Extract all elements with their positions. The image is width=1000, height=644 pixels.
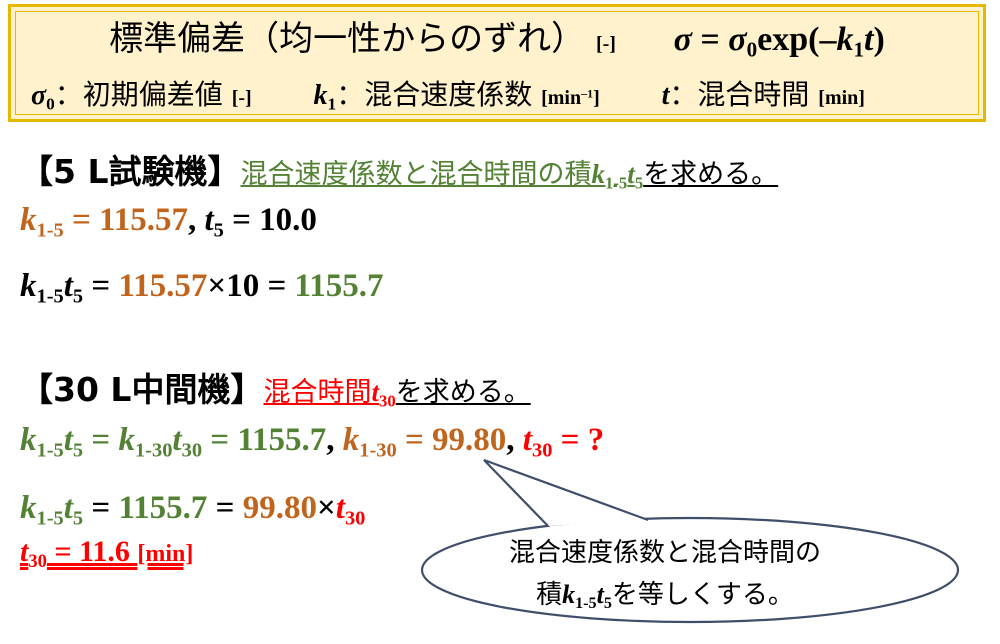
section-30l-task: 混合時間t30 <box>263 377 396 411</box>
definition-box-inner-border <box>15 11 979 115</box>
eq-30l-relation: k1-5t5 = k1-30t30 = 1155.7, k1-30 = 99.8… <box>20 422 605 462</box>
header-definitions: σ0：初期偏差値 [-] k1：混合速度係数 [min–1] t：混合時間 [m… <box>31 75 865 122</box>
section-5l-title: 【5 L試験機】 <box>20 152 241 191</box>
callout-bubble <box>420 458 960 624</box>
section-30l-heading: 【30 L中間機】混合時間t30を求める。 <box>20 370 531 421</box>
definition-box: 標準偏差（均一性からのずれ） [-] σ = σ0exp(–k1t) σ0：初期… <box>8 4 986 122</box>
eq-5l-values: k1-5 = 115.57, t5 = 10.0 <box>20 202 317 242</box>
header-title: 標準偏差（均一性からのずれ） <box>109 19 586 59</box>
callout-line-1: 混合速度係数と混合時間の <box>508 538 821 568</box>
def-sigma0: σ0：初期偏差値 [-] <box>31 77 252 114</box>
header-title-line: 標準偏差（均一性からのずれ） [-] σ = σ0exp(–k1t) <box>11 19 983 70</box>
result-t30: t30 = 11.6 [min] <box>20 535 194 572</box>
callout-line-2: 積k1-5t5を等しくする。 <box>536 580 794 613</box>
section-5l-heading: 【5 L試験機】混合速度係数と混合時間の積k1-5t5を求める。 <box>20 152 778 203</box>
def-t: t：混合時間 [min] <box>661 77 865 111</box>
header-title-unit: [-] <box>595 33 616 55</box>
section-5l-task: 混合速度係数と混合時間の積k1-5t5 <box>240 159 644 193</box>
eq-30l-solve: k1-5t5 = 1155.7 = 99.80×t30 <box>20 490 366 530</box>
eq-5l-product: k1-5t5 = 115.57×10 = 1155.7 <box>20 268 384 308</box>
section-30l-title: 【30 L中間機】 <box>20 370 264 409</box>
def-k1: k1：混合速度係数 [min–1] <box>313 77 600 114</box>
callout-text: 混合速度係数と混合時間の 積k1-5t5を等しくする。 <box>430 532 900 625</box>
section-5l-task-end: を求める。 <box>643 159 779 190</box>
section-30l-task-end: を求める。 <box>395 377 531 408</box>
header-formula: σ = σ0exp(–k1t) <box>673 21 885 62</box>
